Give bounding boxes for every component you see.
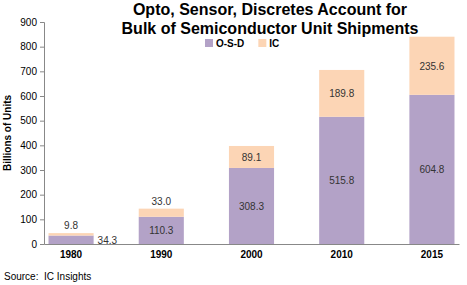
y-tick-label: 0 [31, 239, 37, 250]
data-label: 33.0 [152, 196, 172, 207]
y-tick-label: 800 [20, 41, 37, 52]
y-tick: 400 [20, 140, 44, 151]
y-tick: 0 [31, 239, 44, 250]
y-tick: 100 [20, 214, 44, 225]
y-tick-mark [40, 96, 44, 97]
bar-segment [319, 70, 364, 117]
data-label: 308.3 [239, 201, 264, 212]
legend-label: IC [269, 38, 279, 49]
y-tick: 500 [20, 115, 44, 126]
bar-segment [409, 95, 454, 244]
x-tick: 1980 [60, 244, 83, 260]
y-tick-mark [40, 71, 44, 72]
y-tick-label: 100 [20, 214, 37, 225]
bar-segment [49, 233, 94, 235]
y-tick-mark [40, 22, 44, 23]
y-tick-label: 900 [20, 17, 37, 28]
data-label: 189.8 [329, 88, 354, 99]
y-tick-label: 700 [20, 66, 37, 77]
data-label: 110.3 [149, 225, 174, 236]
title-line: Bulk of Semiconductor Unit Shipments [122, 20, 419, 37]
bar-segment [319, 117, 364, 244]
y-tick-mark [40, 145, 44, 146]
y-tick-mark [40, 121, 44, 122]
data-label: 34.3 [98, 235, 118, 246]
y-tick-mark [40, 219, 44, 220]
y-tick: 900 [20, 17, 44, 28]
y-tick-mark [40, 170, 44, 171]
x-tick-label: 2010 [331, 249, 354, 260]
y-tick-label: 400 [20, 140, 37, 151]
x-tick-label: 2000 [240, 249, 263, 260]
legend: O-S-D IC [205, 38, 279, 49]
title-line: Opto, Sensor, Discretes Account for [133, 1, 407, 18]
data-label: 89.1 [242, 152, 262, 163]
bar-segment [139, 209, 184, 217]
bar-segment [229, 146, 274, 168]
chart: Opto, Sensor, Discretes Account for Bulk … [0, 0, 467, 285]
x-tick: 2000 [240, 244, 263, 260]
y-axis: 0 100 200 300 400 500 600 700 800 900 [20, 17, 44, 250]
y-tick: 200 [20, 189, 44, 200]
y-tick: 600 [20, 91, 44, 102]
bar-segment [139, 217, 184, 244]
x-tick-label: 1990 [150, 249, 173, 260]
x-tick: 2015 [421, 244, 444, 260]
legend-label: O-S-D [216, 38, 244, 49]
bar-segment [49, 236, 94, 244]
y-axis-line [40, 23, 45, 245]
y-tick: 700 [20, 66, 44, 77]
bar-segment [229, 168, 274, 244]
y-tick-mark [40, 195, 44, 196]
legend-swatch [258, 39, 266, 47]
x-tick-label: 1980 [60, 249, 83, 260]
data-label: 515.8 [329, 175, 354, 186]
y-tick-mark [40, 47, 44, 48]
title: Opto, Sensor, Discretes Account for Bulk … [122, 1, 419, 37]
data-label: 9.8 [64, 220, 78, 231]
data-label: 604.8 [419, 164, 444, 175]
y-tick-label: 600 [20, 91, 37, 102]
x-tick-label: 2015 [421, 249, 444, 260]
y-tick: 800 [20, 41, 44, 52]
bar-segment [409, 37, 454, 95]
y-tick-label: 200 [20, 189, 37, 200]
source-note: Source: IC Insights [4, 271, 91, 282]
data-label: 235.6 [419, 61, 444, 72]
x-tick: 1990 [150, 244, 173, 260]
y-tick-label: 300 [20, 165, 37, 176]
x-axis: 1980 1990 2000 2010 2015 [45, 244, 460, 260]
data-labels: 34.3 110.3 308.3 515.8 604.8 9.8 33.0 89.1 189.8… [64, 61, 445, 246]
y-tick-mark [40, 244, 44, 245]
x-tick: 2010 [331, 244, 354, 260]
y-tick: 300 [20, 165, 44, 176]
legend-swatch [205, 39, 213, 47]
y-tick-label: 500 [20, 115, 37, 126]
bars [49, 37, 455, 244]
y-axis-title: Billions of Units [2, 95, 13, 172]
